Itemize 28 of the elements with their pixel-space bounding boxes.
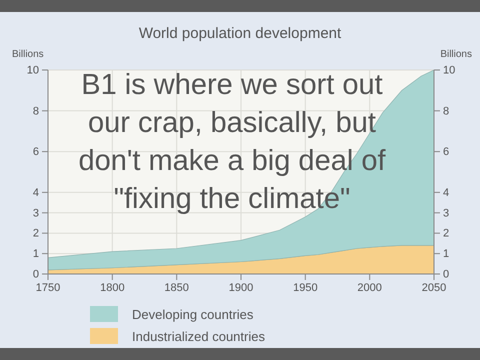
chart-title: World population development: [138, 25, 342, 42]
legend-label: Industrialized countries: [132, 329, 266, 344]
y2-tick-label: 8: [443, 105, 450, 118]
y-tick-label: 8: [32, 105, 39, 118]
y-tick-label: 4: [32, 186, 39, 199]
y2-tick-label: 4: [443, 186, 450, 199]
y-tick-label: 6: [32, 146, 39, 158]
y-tick-label: 3: [32, 207, 39, 220]
y-tick-label: 0: [32, 268, 39, 281]
x-tick-label: 1750: [36, 282, 60, 294]
x-tick-label: 2050: [422, 282, 446, 294]
y2-axis-title: Billions: [440, 49, 472, 60]
x-tick-label: 2000: [357, 282, 382, 294]
x-tick-label: 1950: [293, 282, 318, 294]
x-tick-label: 1850: [164, 282, 189, 294]
y-tick-label: 2: [32, 228, 39, 240]
x-tick-label: 1900: [228, 282, 254, 294]
y2-tick-label: 6: [443, 146, 450, 158]
x-tick-label: 1800: [100, 282, 125, 294]
y-tick-label: 1: [32, 248, 39, 260]
y2-tick-label: 10: [443, 64, 456, 77]
y2-tick-label: 2: [443, 228, 450, 240]
legend-label: Developing countries: [132, 307, 254, 322]
y-axis-title: Billions: [12, 49, 44, 60]
y2-tick-label: 0: [443, 268, 450, 281]
y-tick-label: 10: [26, 64, 39, 77]
y2-tick-label: 3: [443, 207, 450, 220]
y2-tick-label: 1: [443, 248, 450, 260]
